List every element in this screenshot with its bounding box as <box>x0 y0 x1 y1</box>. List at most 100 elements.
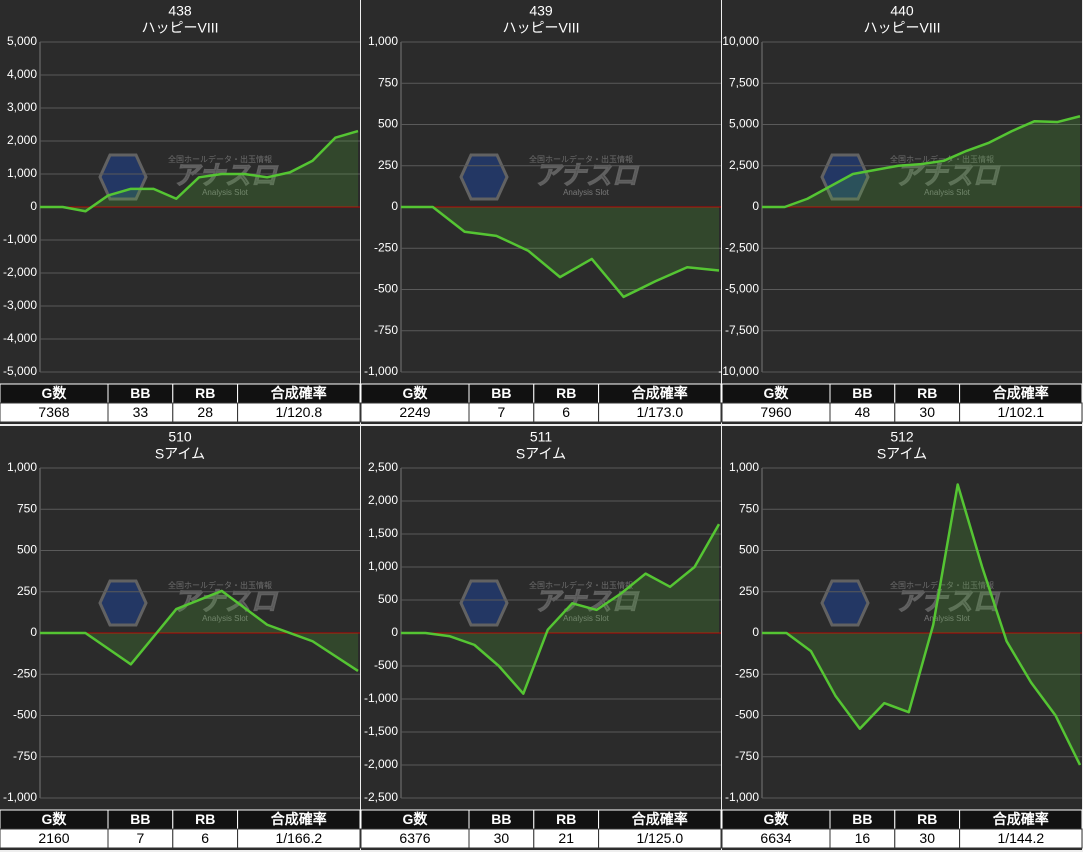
table-cell <box>237 828 361 849</box>
watermark-tagline: 全国ホールデータ・出玉情報 <box>168 154 272 164</box>
y-tick-label: 1,500 <box>368 526 398 540</box>
table-cell <box>598 828 722 849</box>
watermark-tagline: 全国ホールデータ・出玉情報 <box>529 580 633 590</box>
y-tick-label: 250 <box>17 584 37 598</box>
logo-icon <box>98 579 148 627</box>
y-tick-label: 500 <box>739 543 759 557</box>
watermark-tagline: 全国ホールデータ・出玉情報 <box>890 154 994 164</box>
table-value: 1/125.0 <box>636 830 683 846</box>
y-tick-label: -1,000 <box>3 232 37 246</box>
logo-icon <box>459 579 509 627</box>
table-header: G数 <box>42 811 68 827</box>
table-header: RB <box>556 811 576 827</box>
line <box>40 129 359 213</box>
y-tick-label: 1,000 <box>368 34 398 48</box>
table-value: 6 <box>562 404 570 420</box>
y-tick-label: 1,000 <box>729 460 759 474</box>
table-cell <box>959 402 1083 423</box>
table-value: 30 <box>919 830 935 846</box>
table-value: 33 <box>133 404 149 420</box>
table-header: G数 <box>42 385 68 401</box>
table-value: 21 <box>558 830 574 846</box>
table-cell <box>237 402 361 423</box>
watermark-title: アナスロ <box>173 586 278 616</box>
table-header: BB <box>852 385 872 401</box>
table-header: RB <box>556 385 576 401</box>
chart-title: 511 <box>530 429 553 445</box>
y-tick-label: 250 <box>739 584 759 598</box>
table-header: 合成確率 <box>993 385 1049 401</box>
logo-icon <box>820 579 870 627</box>
chart-subtitle: ハッピーVIII <box>502 20 579 36</box>
table-cell <box>598 402 722 423</box>
y-tick-label: -500 <box>374 282 398 296</box>
watermark-subtitle: Analysis Slot <box>202 188 249 197</box>
y-tick-label: 2,500 <box>729 158 759 172</box>
watermark-title: アナスロ <box>895 586 1000 616</box>
line <box>762 115 1081 209</box>
watermark-subtitle: Analysis Slot <box>924 614 971 623</box>
y-tick-label: 5,000 <box>7 34 37 48</box>
area <box>762 116 1080 207</box>
table-value: 2160 <box>38 830 69 846</box>
table-value: 7960 <box>760 404 791 420</box>
table-value: 1/166.2 <box>275 830 322 846</box>
table-value: 6634 <box>760 830 791 846</box>
table-value: 28 <box>197 404 213 420</box>
y-tick-label: -2,500 <box>364 790 398 804</box>
watermark-title: アナスロ <box>534 160 639 190</box>
table-header: BB <box>491 811 511 827</box>
y-tick-label: -250 <box>374 240 398 254</box>
table-value: 1/144.2 <box>997 830 1044 846</box>
table-header: RB <box>195 811 215 827</box>
y-tick-label: 4,000 <box>7 67 37 81</box>
y-tick-label: -500 <box>13 708 37 722</box>
table-header: G数 <box>403 385 429 401</box>
y-tick-label: -2,000 <box>364 757 398 771</box>
table-value: 16 <box>855 830 871 846</box>
y-tick-label: 250 <box>378 158 398 172</box>
y-tick-label: -5,000 <box>3 364 37 378</box>
watermark-subtitle: Analysis Slot <box>202 614 249 623</box>
y-tick-label: 0 <box>30 199 37 213</box>
panel <box>722 0 1082 424</box>
line <box>401 205 720 299</box>
y-tick-label: -10,000 <box>718 364 759 378</box>
y-tick-label: -750 <box>735 749 759 763</box>
watermark-subtitle: Analysis Slot <box>563 188 610 197</box>
y-tick-label: -2,500 <box>725 240 759 254</box>
y-tick-label: 7,500 <box>729 75 759 89</box>
y-tick-label: -1,000 <box>725 790 759 804</box>
table-value: 1/173.0 <box>636 404 683 420</box>
table-header: BB <box>852 811 872 827</box>
watermark-tagline: 全国ホールデータ・出玉情報 <box>529 154 633 164</box>
table-value: 7 <box>137 830 145 846</box>
table-header: RB <box>195 385 215 401</box>
panel <box>361 426 721 850</box>
y-tick-label: -1,500 <box>364 724 398 738</box>
table-header: 合成確率 <box>993 811 1049 827</box>
line <box>762 483 1082 766</box>
area <box>401 524 719 694</box>
table-cell <box>959 828 1083 849</box>
table-header: 合成確率 <box>271 385 327 401</box>
area <box>762 484 1080 765</box>
y-tick-label: -3,000 <box>3 298 37 312</box>
table-header: G数 <box>764 811 790 827</box>
y-tick-label: 500 <box>378 592 398 606</box>
y-tick-label: -750 <box>374 323 398 337</box>
watermark-subtitle: Analysis Slot <box>924 188 971 197</box>
watermark-tagline: 全国ホールデータ・出玉情報 <box>168 580 272 590</box>
table-value: 7368 <box>38 404 69 420</box>
chart-title: 439 <box>529 3 553 19</box>
table-value: 1/102.1 <box>997 404 1044 420</box>
table-header: RB <box>917 385 937 401</box>
y-tick-label: -500 <box>374 658 398 672</box>
y-tick-label: -250 <box>13 666 37 680</box>
watermark-tagline: 全国ホールデータ・出玉情報 <box>890 580 994 590</box>
panel <box>0 0 360 424</box>
y-tick-label: -4,000 <box>3 331 37 345</box>
panel <box>361 0 721 424</box>
y-tick-label: -500 <box>735 708 759 722</box>
